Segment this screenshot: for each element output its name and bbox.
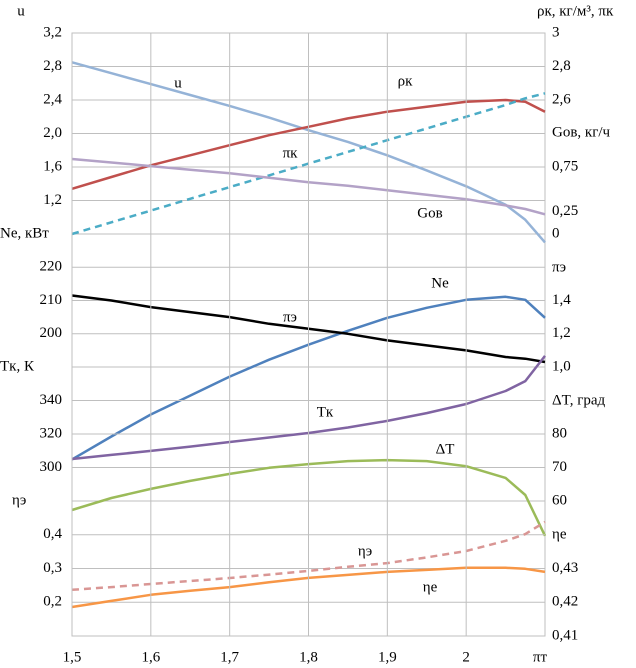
y-tick-label: 340 [40,392,63,408]
series-label: ΔT [436,441,455,457]
x-tick-label: 1,6 [141,649,160,665]
series-label: Nе [431,275,449,291]
series-line [71,295,546,461]
axis-label: ΔT, град [552,392,606,408]
y-tick-label: 2,8 [43,58,62,74]
y-tick-label: 0,25 [552,203,578,219]
y-tick-label: 1,0 [552,358,571,374]
y-tick-label: 2,0 [43,125,62,141]
x-axis-label: πт [533,649,548,665]
y-tick-label: 0,42 [552,594,578,610]
series-label: ηе [423,579,438,595]
y-tick-label: 320 [40,425,63,441]
y-tick-label: 0,41 [552,627,578,643]
series-label: u [174,75,182,91]
series-line [71,157,546,216]
axis-label: Tк, К [0,358,35,374]
series-line [71,294,546,364]
y-tick-label: 1,2 [552,325,571,341]
y-tick-label: 3,2 [43,24,62,40]
series-label: Tк [317,404,334,420]
x-tick-label: 1,9 [378,649,397,665]
x-tick-label: 1,8 [299,649,318,665]
y-tick-label: 0,3 [43,560,62,576]
axis-label: ηэ [12,492,26,508]
series-label: ηэ [358,543,372,559]
series-label: ρк [398,73,413,89]
series-line [71,566,546,609]
y-tick-label: 1,2 [43,192,62,208]
y-tick-label: 220 [40,259,63,275]
y-tick-label: 2,4 [43,91,62,107]
axis-label: Gов, кг/ч [552,124,611,140]
axis-label: ηе [552,526,567,542]
y-tick-label: 300 [40,459,63,475]
series-label: Gов [417,205,442,221]
y-tick-label: 1,4 [552,292,571,308]
series-line [71,520,546,592]
series-line [71,98,546,190]
series-line [71,458,547,537]
y-tick-label: 3 [552,24,560,40]
axis-label: u [17,3,25,19]
axis-label: ρк, кг/м³, πк [537,3,614,19]
y-tick-label: 210 [40,292,63,308]
y-tick-label: 0,4 [43,526,62,542]
x-tick-label: 1,5 [63,649,82,665]
series-label: πк [283,145,299,161]
y-tick-label: 0,75 [552,158,578,174]
axis-label: πэ [552,259,566,275]
x-tick-label: 2 [462,649,470,665]
y-tick-label: 60 [552,492,567,508]
series-line [71,61,546,244]
y-tick-label: 0,2 [43,594,62,610]
axis-label: Nе, кВт [0,225,49,241]
x-tick-label: 1,7 [220,649,239,665]
y-tick-label: 2,8 [552,58,571,74]
y-tick-label: 2,6 [552,91,571,107]
y-tick-label: 0,43 [552,560,578,576]
y-tick-label: 1,6 [43,158,62,174]
series-label: πэ [283,309,297,325]
y-tick-label: 80 [552,425,567,441]
y-tick-label: 70 [552,459,567,475]
y-tick-label: 0 [552,225,560,241]
y-tick-label: 200 [40,325,63,341]
series-line [71,355,546,461]
series-line [71,92,546,236]
